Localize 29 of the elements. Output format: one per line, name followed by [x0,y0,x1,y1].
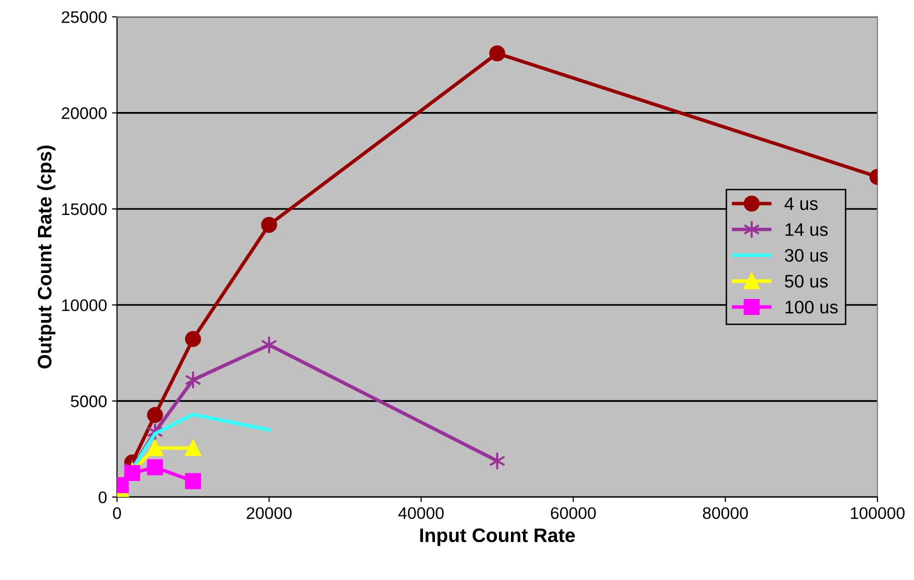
y-tick-label: 25000 [62,11,107,24]
y-tick-label: 20000 [62,107,107,120]
legend-label: 50 us [784,274,828,288]
point [185,440,202,456]
point [185,330,202,347]
y-tick-label: 0 [98,491,107,504]
point [124,465,140,482]
legend-label: 100 us [786,300,838,314]
point [147,407,164,424]
y-tick-label: 15000 [62,203,107,216]
y-tick-label: 10000 [62,299,107,312]
point [489,45,506,62]
x-tick-label: 40000 [398,507,444,520]
legend-label: 30 us [784,249,828,262]
x-tick-label: 0 [113,507,121,520]
point [147,440,164,456]
x-tick-label: 80000 [702,507,748,520]
legend-label: 4 us [784,197,818,210]
x-tick-label: 20000 [246,507,292,520]
x-tick-label: 100000 [850,507,905,520]
point [488,452,506,470]
point [147,459,164,476]
point [185,473,202,490]
point [261,216,278,233]
x-axis-title: Input Count Rate [420,528,575,546]
y-tick-label: 5000 [70,395,107,408]
x-tick-label: 60000 [550,507,596,520]
legend-label: 14 us [786,223,828,236]
y-axis-title: Output Count Rate (cps) [37,146,56,368]
